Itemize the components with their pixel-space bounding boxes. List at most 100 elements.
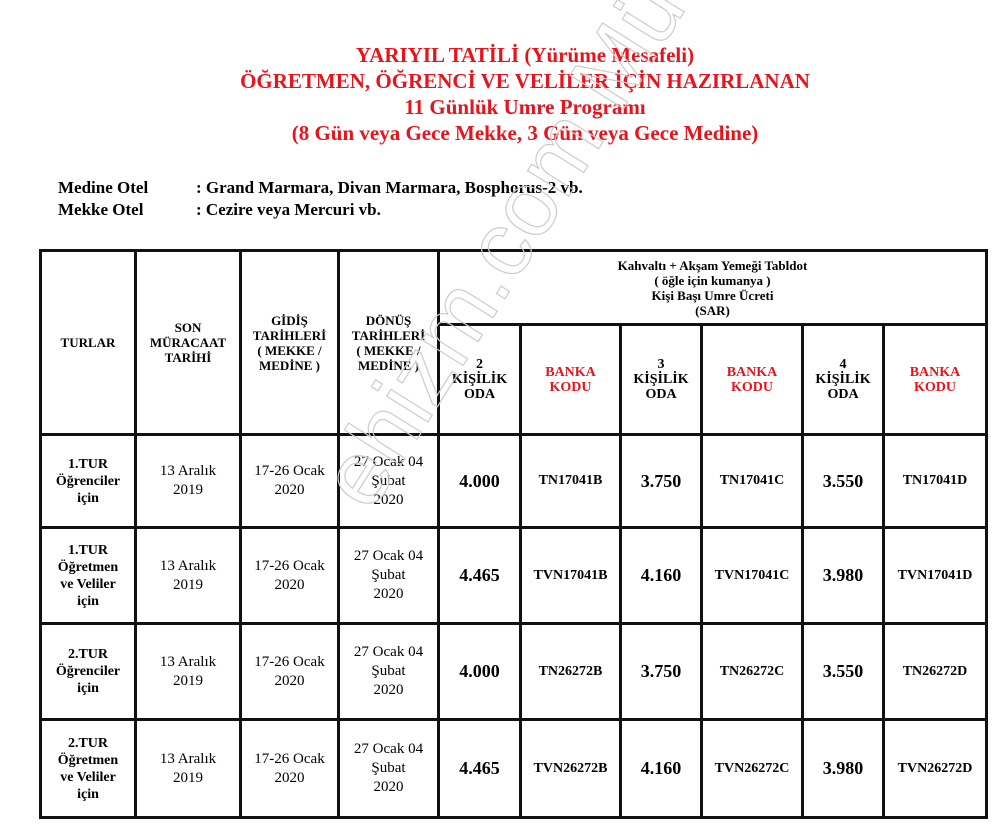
header-banka-kodu: BANKA KODU [882,323,988,436]
cell-bank-code-4: TVN26272D [882,718,988,819]
table-row: 1.TUR Öğrenciler için 13 Aralık 2019 17-26 Oc… [39,433,988,529]
title-line: YARIYIL TATİLİ (Yürüme Mesafeli) [355,43,695,67]
text-line: 2.TUR [67,647,109,662]
text-line: 3 [657,357,665,372]
text-line: 2019 [173,769,203,786]
table-row: 2.TUR Öğrenciler için 13 Aralık 2019 17-26 Oc… [39,622,988,721]
header-banka-kodu: BANKA KODU [700,323,804,436]
text-line: ve Veliler [60,576,116,592]
text-line: MEDİNE ) [357,357,420,373]
text-line: için [77,786,99,802]
hotel-label: Mekke Otel [58,200,144,219]
text-line: 27 Ocak 04 [353,644,424,660]
header-gidis: GİDİŞ TARİHLERİ( MEKKE / MEDİNE ) [239,249,340,436]
cell-price-4: 3.980 [801,526,885,625]
header-banka-kodu: BANKA KODU [519,323,622,436]
cell-price-4: 3.550 [801,433,885,529]
text-line: için [77,593,99,609]
cell-bank-code-4: TN17041D [882,433,988,529]
cell-bank-code-4: TVN17041D [882,526,988,625]
text-line: 17-26 Ocak [254,653,325,670]
text-line: 13 Aralık [159,750,217,767]
text-line: MÜRACAAT [149,335,227,350]
cell-price-3: 3.750 [619,433,703,529]
text-line: 1.TUR [67,542,109,558]
table-row: 2.TUR Öğretmen ve Veliler için 13 Aralık 2019… [39,718,988,819]
table-row: 1.TUR Öğretmen ve Veliler için 13 Aralık 2019… [39,526,988,625]
text-line: 2.TUR [67,735,109,751]
text-line: 17-26 Ocak [254,463,325,479]
text-line: ODA [827,387,859,402]
cell-bank-code-4: TN26272D [882,622,988,721]
cell-tur: 2.TUR Öğrenciler için [39,622,137,721]
cell-bank-code-3: TVN26272C [700,718,804,819]
text-line: 13 Aralık [159,557,217,574]
cell-gidis: 17-26 Ocak 2020 [239,622,340,721]
text-line: için [77,490,99,506]
text-line: TARİHLERİ [351,327,426,343]
hotel-label: Medine Otel [58,178,149,197]
text-line: Şubat [371,472,406,489]
hotel-info: Medine Otel : Grand Marmara, Divan Marmar… [58,177,583,221]
header-4-kisilik: 4 KİŞİLİK ODA [801,323,885,436]
text-line: SON [174,320,202,335]
text-line: Öğretmen [57,559,119,575]
cell-tur: 1.TUR Öğretmen ve Veliler için [39,526,137,625]
document-title: YARIYIL TATİLİ (Yürüme Mesafeli) ÖĞRETME… [0,42,1000,146]
text-line: 17-26 Ocak [254,750,325,767]
title-line: (8 Gün veya Gece Mekke, 3 Gün veya Gece … [291,121,759,145]
text-line: TARİHİ [164,350,212,365]
text-line: 27 Ocak 04 [353,453,424,470]
text-line: 2020 [373,682,404,698]
text-line: KODU [914,379,956,395]
text-line: ( öğle için kumanya ) [654,272,771,288]
hotel-value: : Grand Marmara, Divan Marmara, Bosphoru… [196,178,583,197]
text-line: TARİHLERİ [252,327,327,343]
text-line: ODA [463,387,496,402]
text-line: Öğrenciler [55,473,121,489]
cell-bank-code-3: TN26272C [700,622,804,721]
cell-bank-code-2: TVN26272B [519,718,622,819]
header-turlar: TURLAR [39,249,137,436]
text-line: ( MEKKE / [356,342,421,358]
text-line: 2020 [274,672,305,689]
text-line: KİŞİLİK [451,372,508,387]
header-donus: DÖNÜŞ TARİHLERİ( MEKKE / MEDİNE ) [337,249,440,436]
text-line: 13 Aralık [159,463,217,479]
text-line: 2019 [173,482,203,498]
text-line: 17-26 Ocak [254,557,325,574]
text-line: Şubat [371,760,406,776]
text-line: KİŞİLİK [633,372,689,387]
text-line: KODU [549,379,592,395]
text-line: 4 [839,357,847,372]
text-line: Şubat [371,663,406,679]
cell-price-3: 3.750 [619,622,703,721]
text-line: BANKA [545,364,596,380]
text-line: BANKA [909,364,961,380]
cell-bank-code-2: TVN17041B [519,526,622,625]
cell-gidis: 17-26 Ocak 2020 [239,718,340,819]
header-2-kisilik: 2 KİŞİLİK ODA [437,323,522,436]
title-line: 11 Günlük Umre Programı [404,95,646,119]
cell-donus: 27 Ocak 04 Şubat 2020 [337,718,440,819]
text-line: 2020 [373,779,404,795]
cell-price-2: 4.465 [437,718,522,819]
text-line: 2019 [173,576,203,593]
hotel-medine: Medine Otel : Grand Marmara, Divan Marmar… [58,177,583,199]
text-line: 1.TUR [67,456,109,472]
cell-son-muracaat: 13 Aralık 2019 [134,433,242,529]
text-line: DÖNÜŞ [365,312,412,328]
text-line: 2020 [274,482,305,498]
text-line: Öğretmen [57,752,119,768]
cell-bank-code-3: TVN17041C [700,526,804,625]
text-line: Şubat [371,567,406,583]
text-line: ODA [645,387,677,402]
text-line: 27 Ocak 04 [353,548,424,564]
text-line: ( MEKKE / [257,342,322,358]
cell-price-3: 4.160 [619,718,703,819]
text-line: 2020 [373,586,404,602]
text-line: 2020 [373,491,404,508]
cell-price-2: 4.465 [437,526,522,625]
text-line: Öğrenciler [55,664,121,679]
text-line: 27 Ocak 04 [353,741,424,757]
